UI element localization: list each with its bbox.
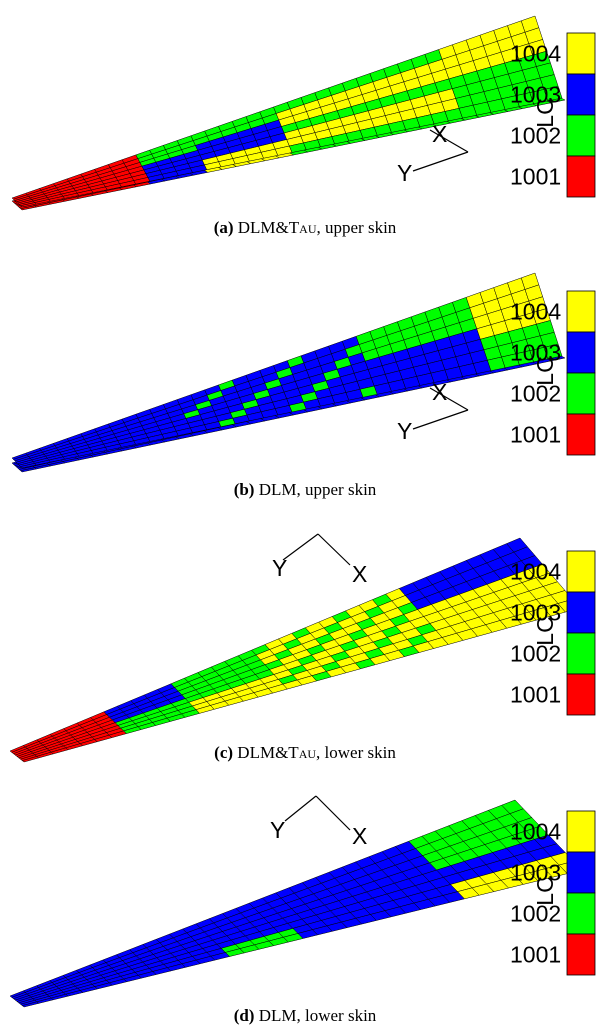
caption-tag: (a)	[213, 218, 234, 237]
colorbar-c: 1004 1003 1002 1001 LC	[510, 550, 596, 716]
colorbar-label-1001: 1001	[510, 422, 561, 448]
colorbar-swatch-1003	[566, 73, 596, 116]
colorbar-d: 1004 1003 1002 1001 LC	[510, 810, 596, 976]
wing-plot-a: X Y 1004 1003 1002 1001 LC	[11, 15, 596, 211]
caption-b: (b) DLM, upper skin	[0, 480, 610, 500]
axis-triad-c: Y X	[272, 533, 367, 587]
wing-surface-d	[9, 799, 583, 1008]
colorbar-label-1004: 1004	[510, 559, 561, 585]
colorbar-swatch-1002	[566, 632, 596, 675]
x-axis-label: X	[432, 379, 447, 405]
colorbar-label-1002: 1002	[510, 901, 561, 927]
caption-c: (c) DLM&Tau, lower skin	[0, 743, 610, 763]
colorbar-label-1002: 1002	[510, 641, 561, 667]
colorbar-swatch-1001	[566, 413, 596, 456]
caption-method: DLM&Tau	[237, 743, 317, 762]
axis-triad-a: X Y	[397, 121, 469, 186]
x-axis-label: X	[352, 823, 367, 849]
colorbar-label-1001: 1001	[510, 164, 561, 190]
y-axis-label: Y	[270, 817, 285, 843]
y-axis-label: Y	[272, 555, 287, 581]
caption-tag: (d)	[233, 1006, 255, 1025]
colorbar-swatch-1003	[566, 331, 596, 374]
colorbar-label-1001: 1001	[510, 942, 561, 968]
axis-triad-d: Y X	[270, 795, 367, 849]
caption-method: DLM	[258, 480, 297, 499]
colorbar-title: LC	[532, 98, 558, 127]
colorbar-swatch-1004	[566, 290, 596, 333]
colorbar-label-1004: 1004	[510, 41, 561, 67]
colorbar-label-1001: 1001	[510, 682, 561, 708]
panel-b: X Y 1004 1003 1002 1001 LC (b) DLM, upper sk…	[0, 258, 610, 508]
panel-c: Y X 1004 1003 1002 1001 LC (c) DLM&Tau, lowe…	[0, 518, 610, 768]
wing-surface-a	[11, 15, 566, 211]
colorbar-label-1003: 1003	[510, 600, 561, 626]
x-axis-label: X	[432, 121, 447, 147]
colorbar-swatch-1002	[566, 372, 596, 415]
colorbar-swatch-1002	[566, 892, 596, 935]
colorbar-swatch-1001	[566, 155, 596, 198]
colorbar-b: 1004 1003 1002 1001 LC	[510, 290, 596, 456]
colorbar-label-1004: 1004	[510, 819, 561, 845]
caption-skin: , upper skin	[296, 480, 377, 499]
colorbar-label-1002: 1002	[510, 123, 561, 149]
colorbar-label-1002: 1002	[510, 381, 561, 407]
caption-skin: , upper skin	[316, 218, 397, 237]
colorbar-title: LC	[532, 876, 558, 905]
x-axis-label: X	[352, 561, 367, 587]
caption-tag: (b)	[233, 480, 255, 499]
y-axis-label: Y	[397, 160, 412, 186]
wing-panel-cell	[543, 343, 563, 360]
caption-method: DLM&Tau	[237, 218, 317, 237]
panel-a: X Y 1004 1003 1002 1001 LC (a) DLM&Tau, uppe…	[0, 0, 610, 250]
colorbar-swatch-1004	[566, 810, 596, 853]
wing-plot-b: X Y 1004 1003 1002 1001 LC	[11, 272, 596, 473]
colorbar-swatch-1002	[566, 114, 596, 157]
caption-skin: , lower skin	[316, 743, 396, 762]
colorbar-a: 1004 1003 1002 1001 LC	[510, 32, 596, 198]
colorbar-swatch-1004	[566, 550, 596, 593]
colorbar-label-1003: 1003	[510, 860, 561, 886]
colorbar-swatch-1001	[566, 673, 596, 716]
colorbar-swatch-1004	[566, 32, 596, 75]
caption-skin: , lower skin	[296, 1006, 377, 1025]
colorbar-swatch-1003	[566, 851, 596, 894]
wing-plot-d: Y X 1004 1003 1002 1001 LC	[9, 795, 596, 1008]
wing-surface-c	[9, 537, 581, 763]
colorbar-title: LC	[532, 356, 558, 385]
colorbar-swatch-1001	[566, 933, 596, 976]
wing-panel-cell	[543, 85, 563, 102]
caption-a: (a) DLM&Tau, upper skin	[0, 218, 610, 238]
panel-d: Y X 1004 1003 1002 1001 LC (d) DLM, lower sk…	[0, 778, 610, 1028]
caption-method: DLM	[258, 1006, 297, 1025]
y-axis-label: Y	[397, 418, 412, 444]
colorbar-label-1004: 1004	[510, 299, 561, 325]
colorbar-title: LC	[532, 616, 558, 645]
colorbar-swatch-1003	[566, 591, 596, 634]
wing-plot-c: Y X 1004 1003 1002 1001 LC	[9, 533, 596, 763]
colorbar-label-1003: 1003	[510, 340, 561, 366]
axis-triad-b: X Y	[397, 379, 469, 444]
wing-surface-b	[11, 272, 566, 473]
caption-tag: (c)	[214, 743, 234, 762]
caption-d: (d) DLM, lower skin	[0, 1006, 610, 1026]
colorbar-label-1003: 1003	[510, 82, 561, 108]
